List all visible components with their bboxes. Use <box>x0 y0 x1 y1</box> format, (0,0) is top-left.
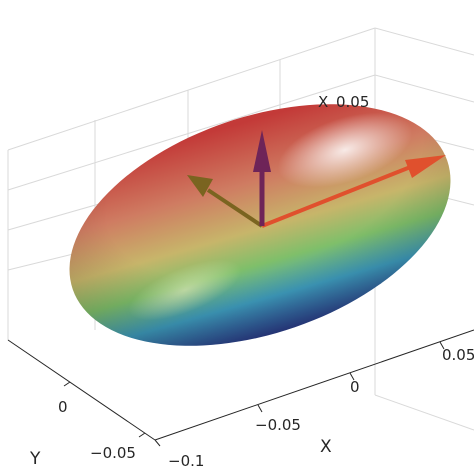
top-axis-label: X <box>318 93 328 111</box>
front-axes <box>7 329 474 447</box>
x-tick-1: −0.05 <box>255 416 301 434</box>
ellipsoid-surface <box>69 104 451 346</box>
z-direction-arrow <box>253 130 271 226</box>
x-axis-label: X <box>320 437 332 457</box>
x-tick-0: −0.1 <box>168 452 204 470</box>
direction-arrows <box>187 130 446 228</box>
x-direction-arrow <box>261 155 446 228</box>
top-tick: 0.05 <box>336 93 369 111</box>
y-tick-0: −0.05 <box>90 444 136 462</box>
y-tick-1: 0 <box>58 398 68 416</box>
x-tick-2: 0 <box>350 378 360 396</box>
y-axis-label: Y <box>29 449 41 469</box>
x-tick-3: 0.05 <box>442 346 474 364</box>
y-direction-arrow <box>187 175 264 228</box>
